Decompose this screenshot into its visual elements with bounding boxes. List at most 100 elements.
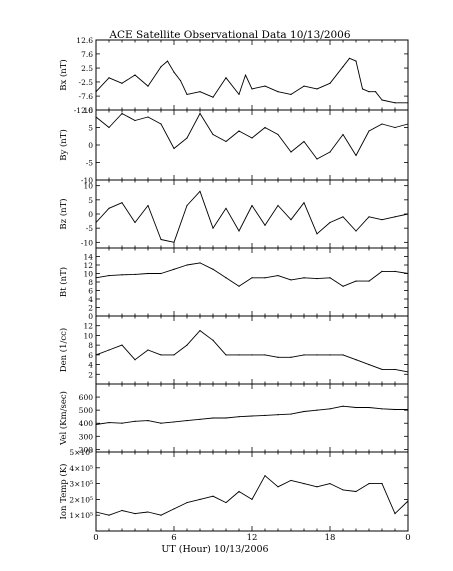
data-point [186,93,188,96]
data-point [212,227,214,229]
y-tick-label: 500 [79,406,94,415]
data-point [342,354,344,356]
data-point [134,74,136,76]
data-point [329,151,331,153]
data-point [290,356,292,358]
data-point [355,154,357,157]
data-point [342,66,344,68]
y-tick-label: -5 [86,224,94,233]
series-line [95,113,409,160]
y-tick-label: 7.6 [81,50,93,59]
data-point [361,88,364,90]
data-point [95,277,97,279]
data-point [134,513,136,515]
series-line [95,262,409,287]
data-point [303,410,305,413]
data-point [342,405,344,407]
y-tick-label: 4×10⁵ [69,464,93,473]
data-point [121,202,123,204]
y-tick-label: -10 [81,176,93,185]
y-tick-label: 12 [83,322,93,331]
data-point [186,137,188,139]
y-tick-label: 14 [83,253,93,262]
data-point [147,511,149,513]
data-point [329,221,331,224]
data-point [238,285,240,287]
x-tick-label: 18 [325,533,336,543]
y-axis-label: Bx (nT) [58,59,69,91]
y-tick-label: 0 [88,312,93,321]
y-tick-label: 4 [88,361,93,370]
data-point [264,126,266,129]
data-point [238,130,240,132]
data-point [381,219,383,221]
data-point [238,416,240,418]
data-point [186,204,188,207]
data-point [407,408,409,411]
data-point [147,272,149,275]
plot-frame [95,39,409,111]
panel: 12.6 7.6 2.5 -2.5 -7.6 -12.6 Bx (nT) [58,36,409,115]
data-point [173,241,175,243]
y-tick-label: 600 [79,393,94,402]
data-point [134,273,136,275]
y-tick-label: -5 [86,159,94,168]
data-point [264,85,266,87]
data-point [147,85,149,87]
data-point [121,344,123,346]
y-tick-label: 8 [88,341,93,350]
data-point [173,508,175,510]
data-point [134,221,136,224]
data-point [251,88,253,90]
y-tick-label: -10 [81,238,93,247]
series-line [95,190,409,243]
data-point [251,137,253,139]
data-point [199,418,201,420]
data-point [238,490,240,493]
data-point [238,93,240,96]
data-point [277,414,279,416]
data-point [381,483,383,485]
data-point [342,285,344,287]
data-point [212,417,214,419]
data-point [342,216,344,218]
data-point [394,513,396,515]
data-point [407,102,409,104]
data-point [316,486,318,488]
data-point [166,60,169,62]
data-point [121,112,123,115]
data-point [394,216,396,218]
panel: 10 5 0 -5 -10 By (nT) [58,106,409,185]
y-axis-label: By (nT) [58,129,69,161]
data-point [199,262,201,264]
series-line [95,405,408,425]
y-tick-label: 2.5 [81,64,93,73]
data-point [251,415,253,417]
plot-frame [95,383,409,453]
data-point [355,280,357,282]
data-point [303,483,305,485]
plot-frame [95,451,409,532]
data-point [368,91,370,93]
y-axis-label: Den (1/cc) [58,328,69,372]
data-point [186,501,188,504]
chart-title: ACE Satellite Observational Data 10/13/2… [108,29,350,41]
data-point [147,349,149,351]
data-point [303,277,305,279]
data-point [147,116,149,118]
y-tick-label: 5 [88,196,93,205]
y-tick-label: 10 [83,270,93,279]
data-point [121,274,123,276]
data-point [374,91,377,93]
plot-frame [95,315,409,385]
data-point [381,408,383,410]
data-point [303,85,305,87]
data-point [121,422,123,424]
data-point [381,368,383,371]
y-tick-label: 200 [79,445,94,454]
data-point [225,354,227,356]
data-point [290,93,292,96]
panels: 12.6 7.6 2.5 -2.5 -7.6 -12.6 Bx (nT) 10 5 0 -5 -10 B… [58,36,411,543]
